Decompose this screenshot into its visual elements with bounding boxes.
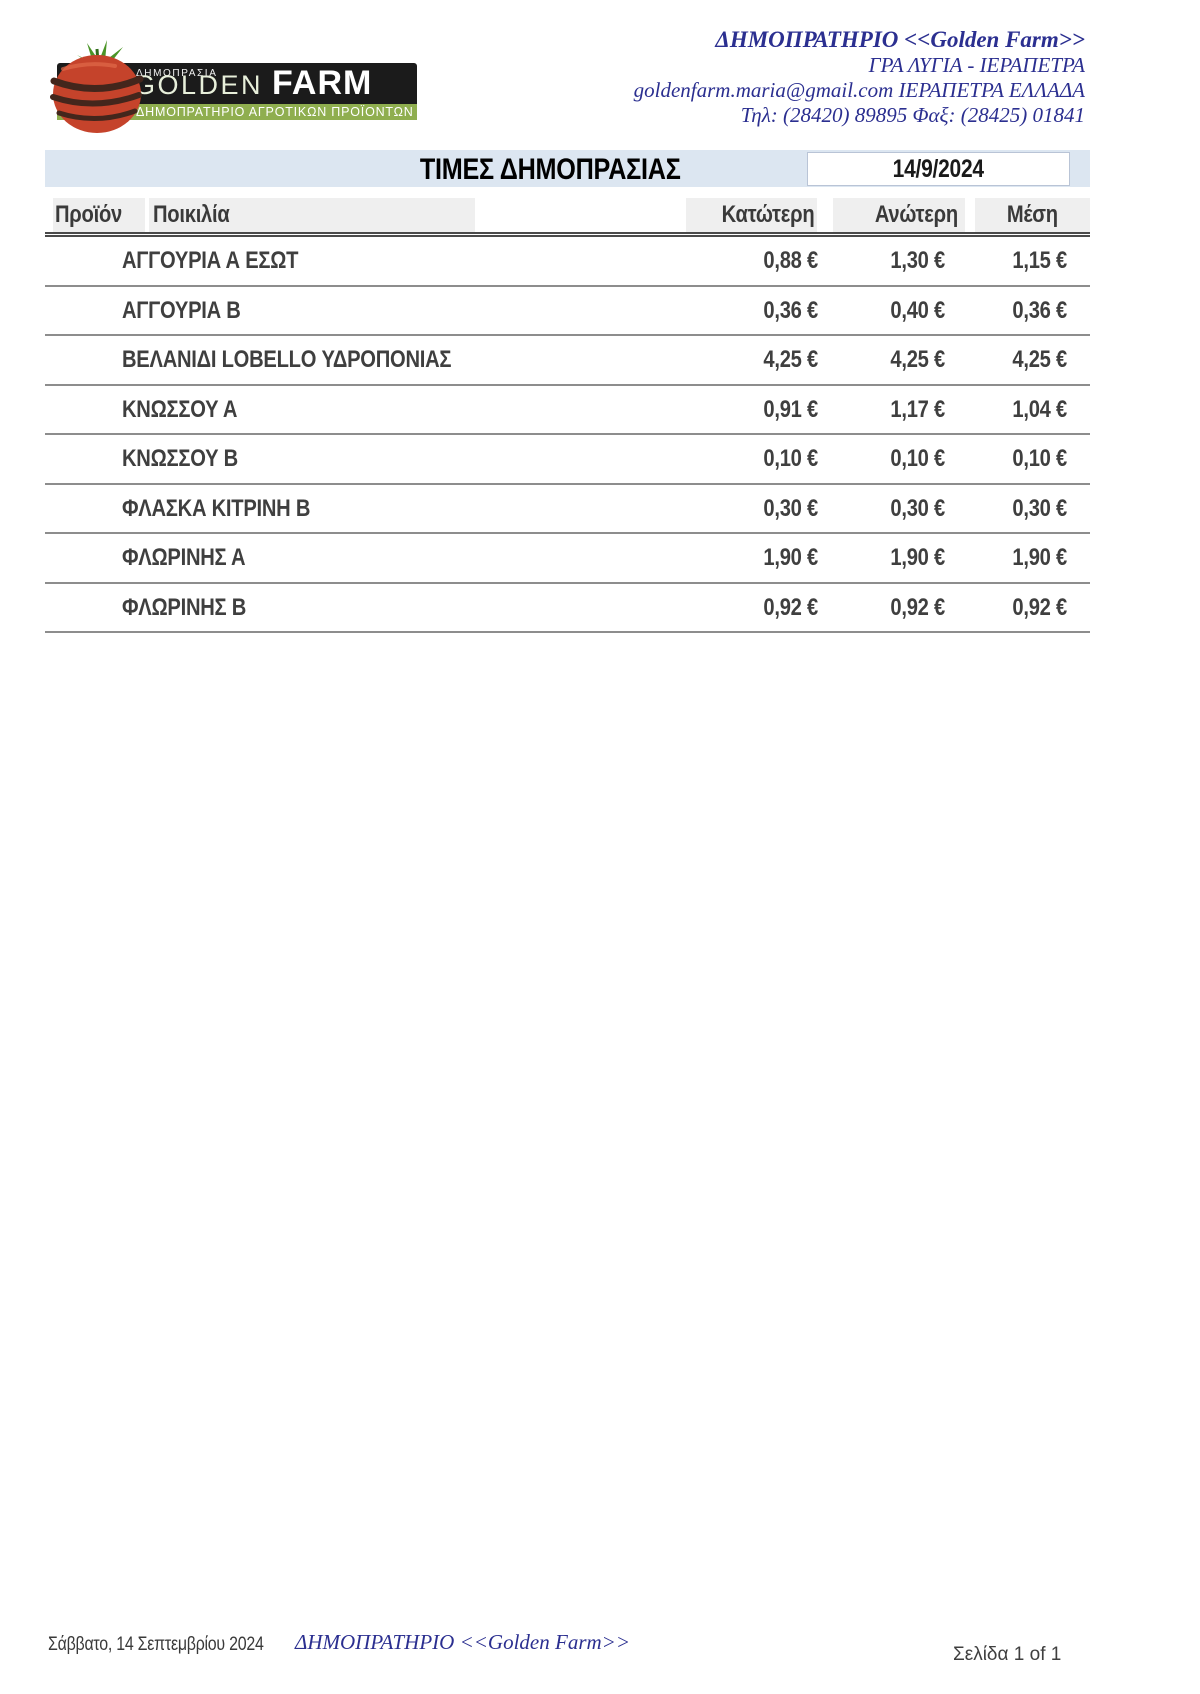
logo-farm-word: FARM	[272, 64, 373, 102]
footer-page-number: Σελίδα 1 of 1	[953, 1644, 1062, 1665]
tomato-icon	[50, 40, 144, 133]
max-price-cell: 4,25 €	[890, 346, 945, 373]
min-price-cell: 0,91 €	[763, 395, 818, 423]
table-row: ΒΕΛΑΝΙΔΙ LOBELLO ΥΔΡΟΠΟΝΙΑΣ 4,25 € 4,25 …	[45, 336, 1090, 386]
min-price-cell: 1,90 €	[763, 544, 818, 571]
table-body: ΑΓΓΟΥΡΙΑ Α ΕΣΩΤ 0,88 € 1,30 € 1,15 € ΑΓΓ…	[45, 237, 1090, 633]
letterhead: ΔΗΜΟΠΡΑΤΗΡΙΟ <<Golden Farm>> ΓΡΑ ΛΥΓΙΑ -…	[634, 26, 1085, 128]
table-row: ΦΛΑΣΚΑ ΚΙΤΡΙΝΗ Β 0,30 € 0,30 € 0,30 €	[45, 485, 1090, 534]
header-avg-price: Μέση	[975, 198, 1090, 232]
product-name-cell: ΒΕΛΑΝΙΔΙ LOBELLO ΥΔΡΟΠΟΝΙΑΣ	[122, 346, 452, 373]
price-table: Προϊόν Ποικιλία Κατώτερη Ανώτερη Μέση ΑΓ…	[45, 190, 1090, 633]
avg-price-cell: 0,30 €	[1012, 494, 1067, 522]
page-title: ΤΙΜΕΣ ΔΗΜΟΠΡΑΣΙΑΣ	[419, 153, 681, 186]
min-price-cell: 0,30 €	[763, 494, 818, 522]
auction-date-box: 14/9/2024	[807, 152, 1070, 186]
max-price-cell: 1,17 €	[890, 395, 945, 423]
header-max-price: Ανώτερη	[833, 198, 965, 232]
product-name-cell: ΦΛΩΡΙΝΗΣ Β	[122, 593, 247, 621]
logo-golden-word: GOLDEN	[134, 70, 264, 100]
avg-price-cell: 0,10 €	[1012, 445, 1067, 472]
letterhead-company: ΔΗΜΟΠΡΑΤΗΡΙΟ <<Golden Farm>>	[715, 27, 1085, 52]
letterhead-location: ΓΡΑ ΛΥΓΙΑ - ΙΕΡΑΠΕΤΡΑ	[868, 53, 1085, 77]
min-price-cell: 0,88 €	[763, 247, 818, 274]
avg-price-cell: 1,15 €	[1012, 247, 1067, 274]
max-price-cell: 0,92 €	[890, 593, 945, 621]
max-price-cell: 1,90 €	[890, 544, 945, 571]
product-name-cell: ΚΝΩΣΣΟΥ Β	[122, 445, 238, 472]
product-name-cell: ΚΝΩΣΣΟΥ Α	[122, 395, 238, 423]
max-price-cell: 0,10 €	[890, 445, 945, 472]
table-header-row: Προϊόν Ποικιλία Κατώτερη Ανώτερη Μέση	[45, 190, 1090, 237]
table-row: ΦΛΩΡΙΝΗΣ Α 1,90 € 1,90 € 1,90 €	[45, 534, 1090, 584]
table-row: ΚΝΩΣΣΟΥ Α 0,91 € 1,17 € 1,04 €	[45, 386, 1090, 435]
min-price-cell: 4,25 €	[763, 346, 818, 373]
avg-price-cell: 4,25 €	[1012, 346, 1067, 373]
letterhead-phone-fax: Τηλ: (28420) 89895 Φαξ: (28425) 01841	[740, 103, 1085, 127]
header-product: Προϊόν	[53, 198, 145, 232]
title-bar: ΤΙΜΕΣ ΔΗΜΟΠΡΑΣΙΑΣ 14/9/2024	[45, 150, 1090, 187]
logo-green-band	[57, 104, 417, 120]
min-price-cell: 0,36 €	[763, 296, 818, 324]
avg-price-cell: 0,36 €	[1012, 296, 1067, 324]
footer-company: ΔΗΜΟΠΡΑΤΗΡΙΟ <<Golden Farm>>	[295, 1630, 631, 1654]
table-row: ΚΝΩΣΣΟΥ Β 0,10 € 0,10 € 0,10 €	[45, 435, 1090, 485]
min-price-cell: 0,10 €	[763, 445, 818, 472]
product-name-cell: ΦΛΩΡΙΝΗΣ Α	[122, 544, 246, 571]
max-price-cell: 1,30 €	[890, 247, 945, 274]
avg-price-cell: 1,90 €	[1012, 544, 1067, 571]
logo-tagline: ΔΗΜΟΠΡΑΤΗΡΙΟ ΑΓΡΟΤΙΚΩΝ ΠΡΟΪΟΝΤΩΝ	[136, 105, 414, 119]
table-row: ΑΓΓΟΥΡΙΑ Α ΕΣΩΤ 0,88 € 1,30 € 1,15 €	[45, 237, 1090, 287]
logo-auction-label: ΔΗΜΟΠΡΑΣΙΑ	[136, 68, 218, 79]
header-variety: Ποικιλία	[149, 198, 475, 232]
table-row: ΦΛΩΡΙΝΗΣ Β 0,92 € 0,92 € 0,92 €	[45, 584, 1090, 633]
product-name-cell: ΦΛΑΣΚΑ ΚΙΤΡΙΝΗ Β	[122, 494, 311, 522]
avg-price-cell: 1,04 €	[1012, 395, 1067, 423]
golden-farm-logo: ΔΗΜΟΠΡΑΣΙΑ GOLDEN FARM ΔΗΜΟΠΡΑΤΗΡΙΟ ΑΓΡΟ…	[50, 40, 417, 133]
max-price-cell: 0,40 €	[890, 296, 945, 324]
max-price-cell: 0,30 €	[890, 494, 945, 522]
product-name-cell: ΑΓΓΟΥΡΙΑ Β	[122, 296, 241, 324]
min-price-cell: 0,92 €	[763, 593, 818, 621]
product-name-cell: ΑΓΓΟΥΡΙΑ Α ΕΣΩΤ	[122, 247, 299, 274]
logo-brand-text: GOLDEN FARM	[134, 64, 372, 103]
header-min-price: Κατώτερη	[686, 198, 817, 232]
auction-date: 14/9/2024	[892, 154, 985, 183]
footer-date: Σάββατο, 14 Σεπτεμβρίου 2024	[48, 1634, 264, 1655]
table-row: ΑΓΓΟΥΡΙΑ Β 0,36 € 0,40 € 0,36 €	[45, 287, 1090, 336]
avg-price-cell: 0,92 €	[1012, 593, 1067, 621]
letterhead-email: goldenfarm.maria@gmail.com ΙΕΡΑΠΕΤΡΑ ΕΛΛ…	[633, 78, 1085, 102]
